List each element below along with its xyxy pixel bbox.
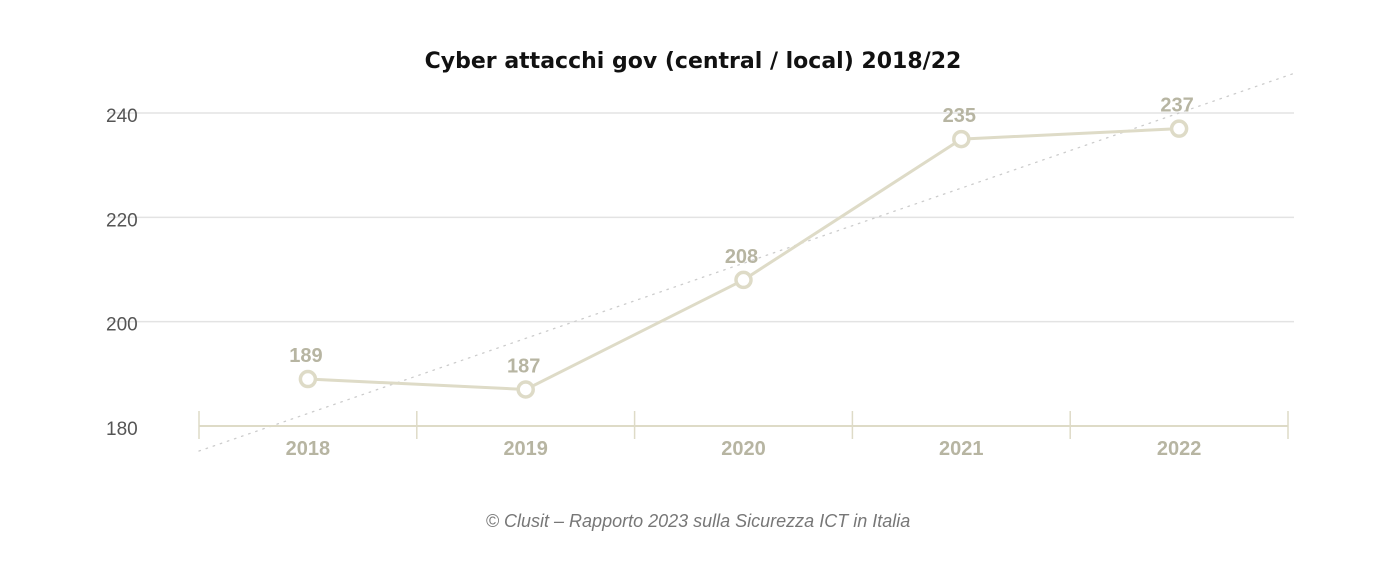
trendline <box>198 72 1295 452</box>
data-labels: 189 187 208 235 237 <box>289 95 1194 378</box>
data-point <box>516 380 535 399</box>
trendline-path <box>198 72 1295 452</box>
y-axis-ticks: 180 200 220 240 <box>106 106 138 440</box>
x-tick-label: 2021 <box>939 438 984 460</box>
data-label: 208 <box>725 246 758 268</box>
data-points <box>298 119 1189 399</box>
x-tick-label: 2018 <box>286 438 331 460</box>
x-tick-label: 2019 <box>503 438 548 460</box>
source-caption: © Clusit – Rapporto 2023 sulla Sicurezza… <box>486 511 910 531</box>
x-tick-label: 2020 <box>721 438 766 460</box>
data-point <box>952 129 971 149</box>
data-label: 189 <box>289 345 322 367</box>
data-label: 237 <box>1160 95 1193 117</box>
x-tick-label: 2022 <box>1157 438 1202 460</box>
y-tick-label: 240 <box>106 106 138 127</box>
gridlines <box>108 112 1294 323</box>
data-label: 187 <box>507 355 540 377</box>
y-tick-label: 200 <box>106 315 138 336</box>
chart-title: Cyber attacchi gov (central / local) 201… <box>425 49 962 74</box>
data-label: 235 <box>943 105 976 127</box>
x-axis: 2018 2019 2020 2021 2022 <box>198 411 1289 460</box>
y-tick-label: 220 <box>106 210 138 231</box>
data-point <box>1169 119 1189 138</box>
y-tick-label: 180 <box>106 419 138 440</box>
data-point <box>298 369 318 389</box>
data-point <box>734 270 753 290</box>
